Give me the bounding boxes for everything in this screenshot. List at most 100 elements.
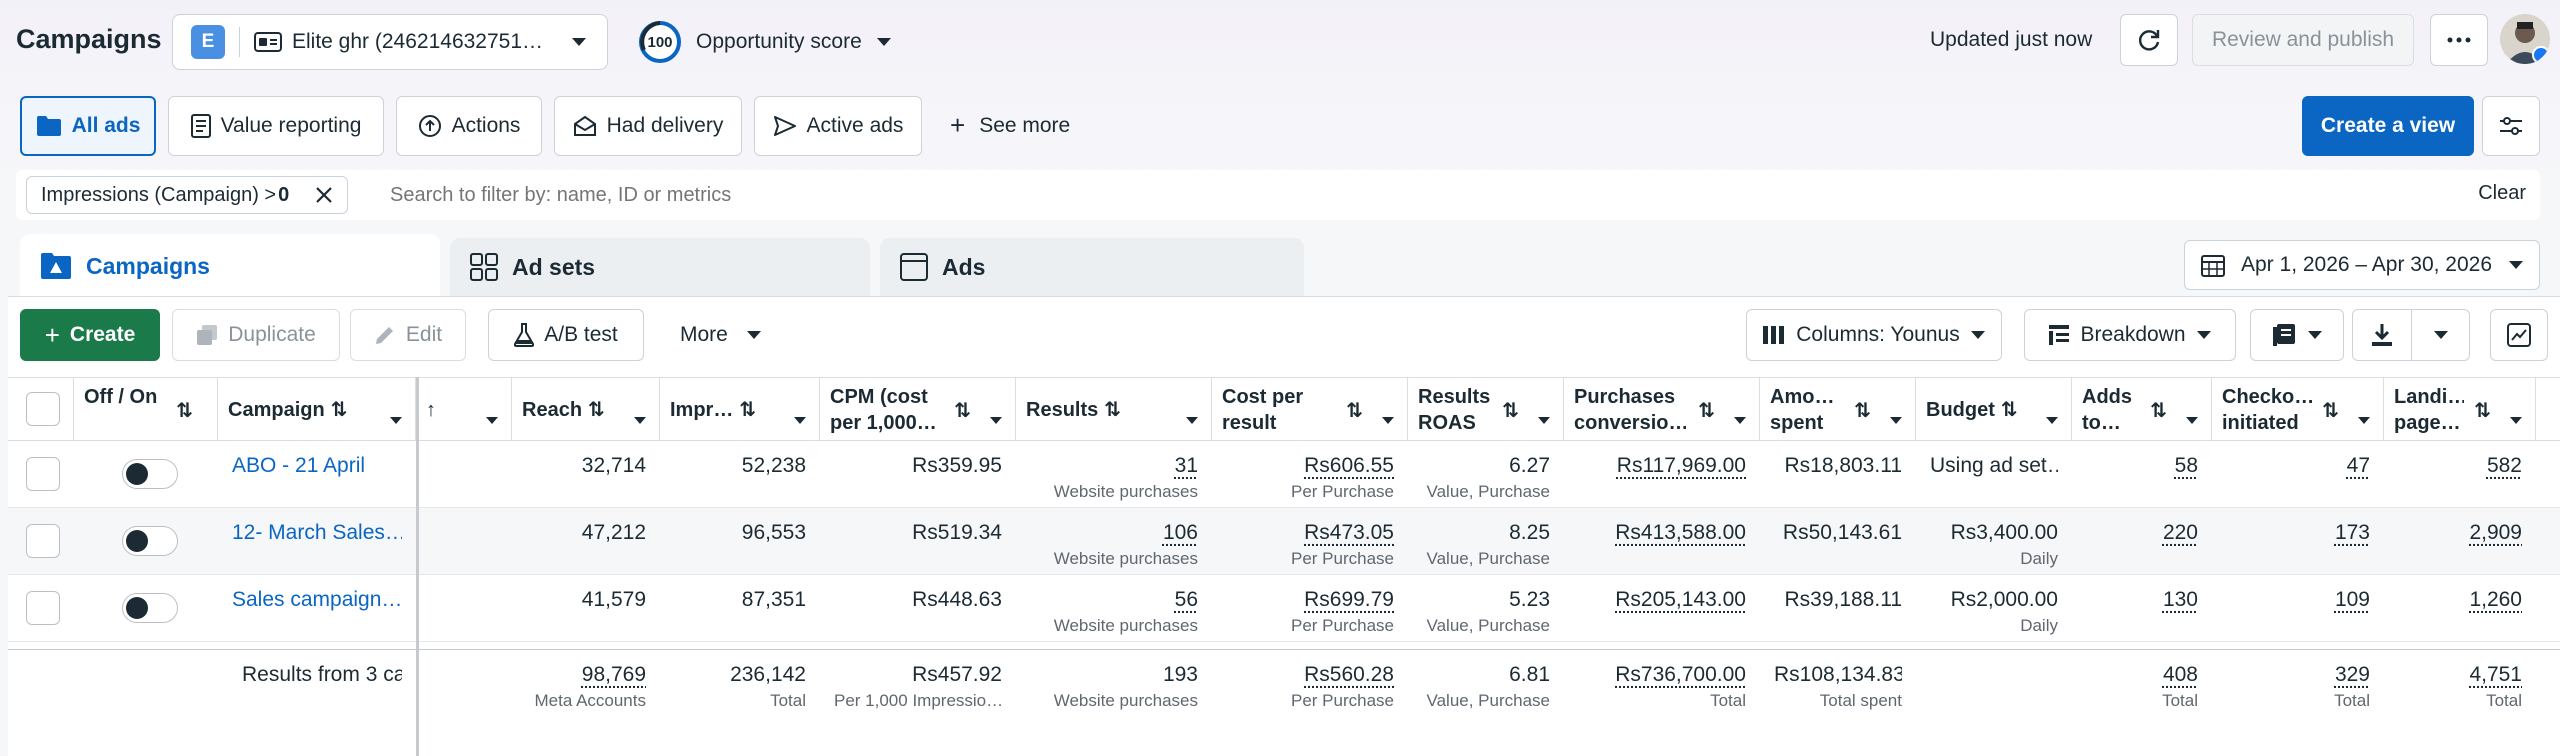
- tab-campaigns[interactable]: Campaigns: [20, 234, 440, 298]
- campaign-name-link[interactable]: 12- March Sales…: [232, 521, 402, 544]
- caret-down-icon: [2045, 406, 2059, 432]
- results-cell: 106 Website purchases: [1016, 508, 1212, 575]
- avatar[interactable]: [2500, 14, 2550, 64]
- folder-icon: [36, 115, 62, 137]
- search-input[interactable]: [390, 178, 1990, 212]
- header-hidden-column[interactable]: ↑: [416, 378, 512, 442]
- account-selector[interactable]: E Elite ghr (246214632751…: [172, 14, 608, 70]
- results-cell-value: 106: [1162, 521, 1198, 544]
- duplicate-icon: [196, 324, 218, 346]
- campaign-name-cell: ABO - 21 April: [218, 441, 416, 508]
- header-purchases-conversion[interactable]: Purchases conversio… ⇅: [1564, 378, 1760, 442]
- impressions-cell-value: 52,238: [741, 454, 806, 477]
- checkouts-cell-value: 109: [2334, 588, 2370, 611]
- charts-button[interactable]: [2490, 309, 2548, 361]
- roas-cell-sub: Value, Purchase: [1426, 549, 1550, 568]
- table-row[interactable]: 12- March Sales… 47,212 96,553 Rs519.34 106 W…: [8, 508, 2560, 575]
- budget-cell: Rs3,400.00 Daily: [1916, 508, 2072, 575]
- create-button[interactable]: + Create: [20, 309, 160, 361]
- roas-cell: 6.27 Value, Purchase: [1408, 441, 1564, 508]
- landing-page-cell-value: 1,260: [2469, 588, 2522, 611]
- caret-down-icon: [2185, 406, 2199, 432]
- cost-per-result-cell-sub: Per Purchase: [1291, 616, 1394, 635]
- reach-cell: 47,212: [512, 508, 660, 575]
- view-tab-had-delivery[interactable]: Had delivery: [554, 96, 742, 156]
- duplicate-button[interactable]: Duplicate: [172, 309, 340, 361]
- close-icon[interactable]: [315, 186, 333, 204]
- header-checkouts-initiated[interactable]: Checko… initiated ⇅: [2212, 378, 2384, 442]
- flask-icon: [514, 323, 535, 347]
- total-roas: 6.81 Value, Purchase: [1426, 663, 1550, 710]
- header-results-roas[interactable]: Results ROAS ⇅: [1408, 378, 1564, 442]
- more-options-button[interactable]: [2430, 14, 2488, 66]
- view-tab-active-ads[interactable]: Active ads: [754, 96, 922, 156]
- header-landing-page-views[interactable]: Landi… page… ⇅: [2384, 378, 2536, 442]
- cpm-cell-value: Rs519.34: [912, 521, 1002, 544]
- see-more-button[interactable]: + See more: [950, 110, 1071, 140]
- campaign-toggle[interactable]: [122, 459, 178, 489]
- caret-down-icon: [571, 37, 587, 47]
- select-all-checkbox[interactable]: [26, 392, 60, 426]
- clear-filters-link[interactable]: Clear: [2478, 182, 2526, 204]
- header-off-on[interactable]: Off / On ⇅: [74, 378, 218, 442]
- header-campaign[interactable]: Campaign ⇅: [218, 378, 416, 442]
- plus-icon: +: [44, 319, 60, 350]
- row-checkbox[interactable]: [26, 524, 60, 558]
- edit-button[interactable]: Edit: [350, 309, 466, 361]
- roas-cell: 8.25 Value, Purchase: [1408, 508, 1564, 575]
- header-cpm[interactable]: CPM (cost per 1,000… ⇅: [820, 378, 1016, 442]
- budget-cell: Rs2,000.00 Daily: [1916, 575, 2072, 642]
- results-cell: 56 Website purchases: [1016, 575, 1212, 642]
- total-results: 193 Website purchases: [1053, 663, 1198, 710]
- review-publish-button[interactable]: Review and publish: [2192, 14, 2414, 66]
- header-results[interactable]: Results ⇅: [1016, 378, 1212, 442]
- row-checkbox[interactable]: [26, 591, 60, 625]
- opportunity-score[interactable]: 100 Opportunity score: [638, 20, 892, 64]
- campaign-toggle[interactable]: [122, 526, 178, 556]
- cost-per-result-cell-sub: Per Purchase: [1291, 549, 1394, 568]
- header-reach[interactable]: Reach ⇅: [512, 378, 660, 442]
- total-spent: Rs108,134.83 Total spent: [1774, 663, 1902, 710]
- tab-ads[interactable]: Ads: [880, 238, 1304, 296]
- export-dropdown[interactable]: [2412, 309, 2470, 361]
- header-impressions[interactable]: Impr… ⇅: [660, 378, 820, 442]
- header-adds-to-cart[interactable]: Adds to… ⇅: [2072, 378, 2212, 442]
- export-button[interactable]: [2352, 309, 2412, 361]
- caret-down-icon: [2357, 406, 2371, 432]
- refresh-button[interactable]: [2120, 14, 2178, 66]
- caret-down-icon: [1537, 406, 1551, 432]
- more-dropdown[interactable]: More: [680, 323, 762, 347]
- view-settings-button[interactable]: [2482, 96, 2540, 156]
- amount-spent-cell-value: Rs18,803.11: [1784, 454, 1902, 477]
- amount-spent-cell: Rs50,143.61: [1760, 508, 1916, 575]
- header-budget[interactable]: Budget ⇅: [1916, 378, 2072, 442]
- send-icon: [773, 115, 797, 137]
- columns-dropdown[interactable]: Columns: Younus: [1746, 309, 2002, 361]
- view-tab-value-reporting[interactable]: Value reporting: [168, 96, 384, 156]
- row-checkbox[interactable]: [26, 457, 60, 491]
- header-amount-spent[interactable]: Amo… spent ⇅: [1760, 378, 1916, 442]
- caret-down-icon: [1970, 330, 1986, 340]
- ab-test-button[interactable]: A/B test: [488, 309, 644, 361]
- campaign-toggle[interactable]: [122, 593, 178, 623]
- view-tab-actions[interactable]: Actions: [396, 96, 542, 156]
- total-impressions: 236,142 Total: [730, 663, 806, 710]
- landing-page-cell-value: 582: [2486, 454, 2522, 477]
- create-view-button[interactable]: Create a view: [2302, 96, 2474, 156]
- header-cost-per-result[interactable]: Cost per result ⇅: [1212, 378, 1408, 442]
- caret-down-icon: [2307, 330, 2323, 340]
- sort-icon: ⇅: [1346, 400, 1363, 422]
- table-row[interactable]: Sales campaign… 41,579 87,351 Rs448.63 56 Web…: [8, 575, 2560, 642]
- table-row[interactable]: ABO - 21 April 32,714 52,238 Rs359.95 31 Webs…: [8, 441, 2560, 508]
- view-tab-all-ads[interactable]: All ads: [20, 96, 156, 156]
- reports-dropdown[interactable]: [2250, 309, 2344, 361]
- campaign-name-link[interactable]: Sales campaign…: [232, 588, 402, 611]
- breakdown-dropdown[interactable]: Breakdown: [2024, 309, 2236, 361]
- impressions-cell: 96,553: [660, 508, 820, 575]
- sort-icon: ⇅: [2000, 399, 2018, 421]
- tab-ad-sets[interactable]: Ad sets: [450, 238, 870, 296]
- date-range-picker[interactable]: Apr 1, 2026 – Apr 30, 2026: [2184, 240, 2540, 290]
- caret-down-icon: [2433, 330, 2449, 340]
- campaign-name-link[interactable]: ABO - 21 April: [232, 454, 366, 477]
- filter-chip[interactable]: Impressions (Campaign) > 0: [26, 176, 349, 214]
